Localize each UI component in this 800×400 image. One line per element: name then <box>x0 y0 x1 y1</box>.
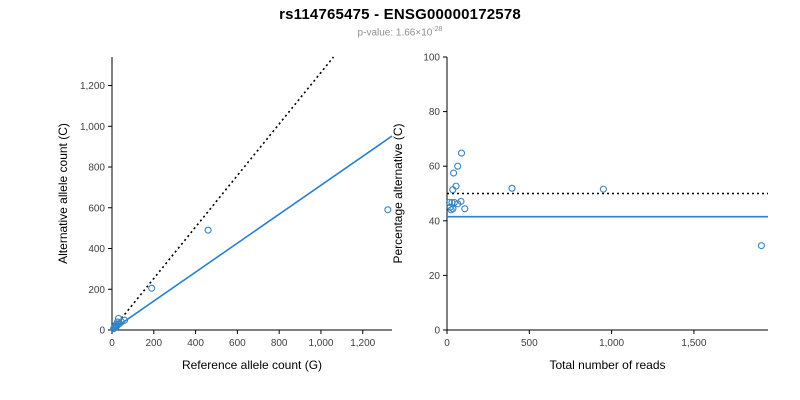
y-tick-label: 100 <box>423 53 440 64</box>
y-tick-label: 600 <box>88 203 105 214</box>
x-tick-label: 1,200 <box>350 338 375 349</box>
y-axis-title: Percentage alternative (C) <box>391 123 405 263</box>
data-point <box>120 316 129 324</box>
data-point <box>449 205 457 213</box>
data-point <box>508 184 516 192</box>
allele-count-scatter: 0 200 400 600 800 1,000 1,200 0 200 400 600 800 1,00… <box>56 56 393 372</box>
identity-dotted-line <box>111 56 335 331</box>
data-point <box>384 206 392 214</box>
y-tick-label: 0 <box>434 326 440 337</box>
x-tick-label: 1,500 <box>681 338 706 349</box>
data-point <box>204 226 212 234</box>
x-tick-label: 800 <box>271 338 288 349</box>
y-tick-label: 1,000 <box>80 122 105 133</box>
x-axis-title: Reference allele count (G) <box>182 358 322 372</box>
data-point <box>115 320 123 328</box>
data-point <box>450 169 458 177</box>
pvalue-text: p-value: 1.66×10 <box>357 27 433 39</box>
y-tick-label: 0 <box>99 326 105 337</box>
data-point <box>757 242 765 250</box>
data-point <box>454 162 462 170</box>
plot-subtitle: p-value: 1.66×10-28 <box>0 26 800 38</box>
data-point <box>457 197 465 205</box>
x-tick-label: 600 <box>229 338 246 349</box>
y-tick-label: 40 <box>429 216 441 227</box>
plot-title: rs114765475 - ENSG00000172578 <box>279 6 521 23</box>
x-tick-label: 1,000 <box>308 338 333 349</box>
data-point <box>449 186 457 194</box>
y-tick-label: 800 <box>88 163 105 174</box>
data-point <box>452 182 460 190</box>
x-tick-label: 0 <box>109 338 115 349</box>
y-tick-label: 200 <box>88 285 105 296</box>
data-point <box>457 149 466 157</box>
percentage-alternative-scatter: 0 500 1,000 1,500 0 20 40 60 80 100 Total number o… <box>391 53 768 372</box>
pvalue-exponent: -28 <box>432 26 443 33</box>
data-point <box>148 284 156 292</box>
x-tick-label: 400 <box>187 338 204 349</box>
x-axis-title: Total number of reads <box>549 358 665 372</box>
y-tick-label: 400 <box>88 244 105 255</box>
data-point <box>113 318 121 326</box>
data-point <box>599 185 607 193</box>
y-tick-label: 1,200 <box>80 81 105 92</box>
data-point <box>445 198 454 207</box>
y-axis-title: Alternative allele count (C) <box>56 123 70 264</box>
y-tick-label: 20 <box>429 271 441 282</box>
x-tick-label: 500 <box>521 338 538 349</box>
regression-fit-line <box>111 135 393 331</box>
y-tick-label: 80 <box>429 107 441 118</box>
x-tick-label: 0 <box>444 338 450 349</box>
plot-header: rs114765475 - ENSG00000172578 p-value: 1… <box>0 6 800 38</box>
y-tick-label: 60 <box>429 162 441 173</box>
x-tick-label: 200 <box>145 338 162 349</box>
x-tick-label: 1,000 <box>599 338 624 349</box>
data-point <box>461 205 469 213</box>
data-point <box>450 198 458 207</box>
